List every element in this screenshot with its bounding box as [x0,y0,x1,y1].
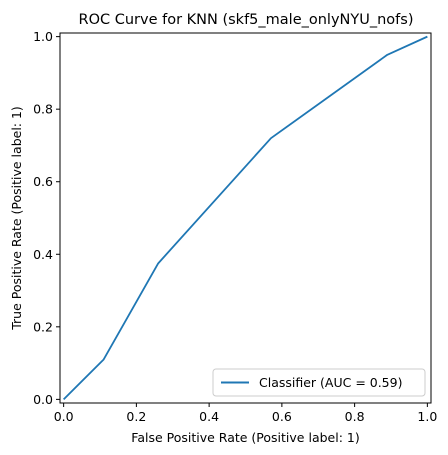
y-tick-label: 1.0 [33,29,53,44]
y-axis-ticks: 0.0 0.2 0.4 0.6 0.8 1.0 [33,29,60,407]
chart-title: ROC Curve for KNN (skf5_male_onlyNYU_nof… [79,12,414,28]
y-axis-label: True Positive Rate (Positive label: 1) [9,106,24,331]
legend-box [212,368,426,397]
y-tick-label: 0.0 [33,392,53,407]
x-axis-label: False Positive Rate (Positive label: 1) [131,430,359,445]
series-layer [63,35,428,401]
legend-entry-label: Classifier (AUC = 0.59) [259,375,402,390]
x-tick-label: 0.0 [54,409,74,424]
plot-frame [59,32,432,404]
y-tick-label: 0.6 [33,174,53,189]
x-tick-label: 0.6 [272,409,292,424]
x-tick-label: 1.0 [417,409,437,424]
x-tick-label: 0.8 [345,409,365,424]
x-tick-label: 0.2 [126,409,146,424]
y-tick-label: 0.8 [33,102,53,117]
legend: Classifier (AUC = 0.59) [212,368,426,397]
x-axis-ticks: 0.0 0.2 0.4 0.6 0.8 1.0 [54,403,437,424]
roc-curve-line [63,35,428,401]
plot-area: 0.0 0.2 0.4 0.6 0.8 1.0 0.0 0.2 0.4 0.6 0.8 1.0 [33,29,437,424]
y-tick-label: 0.4 [33,247,53,262]
x-tick-label: 0.4 [199,409,219,424]
y-tick-label: 0.2 [33,319,53,334]
